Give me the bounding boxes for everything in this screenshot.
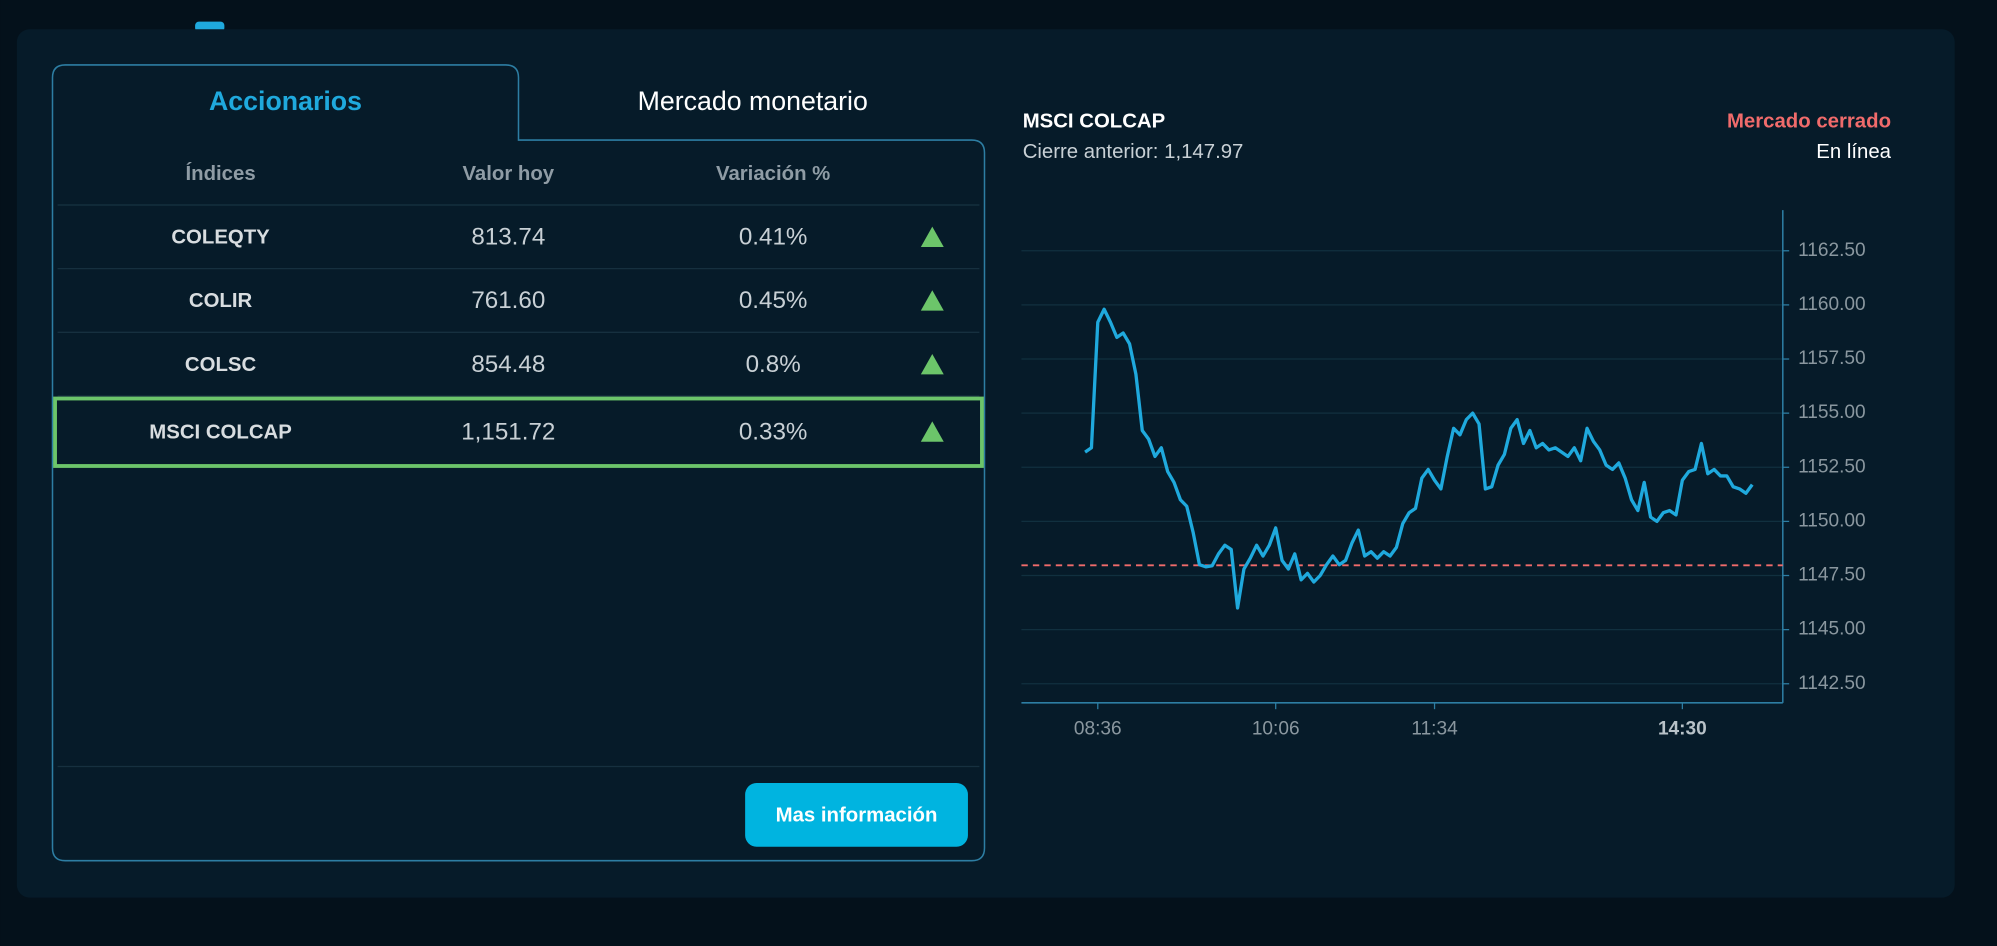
button-label[interactable]: Mas información: [776, 805, 938, 827]
table-panel: [51, 64, 986, 862]
cell: 0.45%: [739, 287, 808, 314]
column-header: Índices: [185, 162, 255, 185]
y-tick-label: 1142.50: [1798, 673, 1866, 694]
more-info-button[interactable]: [745, 783, 968, 847]
y-tick-label: 1162.50: [1798, 240, 1866, 261]
column-header: Valor hoy: [462, 163, 554, 185]
index-name: COLSC: [185, 354, 257, 376]
cell: 1,151.72: [461, 418, 555, 445]
up-arrow: [920, 353, 944, 375]
up-arrow: [920, 421, 944, 442]
cell: 813.74: [471, 223, 545, 250]
cell: 0.8%: [746, 351, 801, 378]
x-tick-label: 08:36: [1074, 719, 1122, 740]
y-tick-label: 1145.00: [1798, 619, 1866, 640]
price-line: [1084, 307, 1754, 610]
index-name: COLIR: [189, 290, 253, 312]
cell: 761.60: [471, 287, 545, 314]
up-arrow: [920, 226, 944, 248]
index-name: COLEQTY: [171, 226, 270, 248]
card: [16, 29, 1955, 898]
cell: 0.33%: [739, 418, 808, 445]
y-tick-label: 1152.50: [1798, 456, 1866, 477]
chart-subtitle: Cierre anterior: 1,147.97: [1023, 141, 1244, 163]
x-tick-label: 10:06: [1252, 719, 1300, 740]
cell: 0.41%: [739, 223, 808, 250]
row-highlight: [53, 396, 984, 468]
y-tick-label: 1147.50: [1798, 565, 1866, 586]
tab[interactable]: Mercado monetario: [638, 86, 868, 116]
x-tick-label: 11:34: [1411, 719, 1458, 740]
chart-title: MSCI COLCAP: [1023, 111, 1166, 133]
y-tick-label: 1155.00: [1798, 402, 1866, 423]
y-tick-label: 1157.50: [1798, 348, 1866, 369]
market-status: Mercado cerrado: [1727, 111, 1891, 133]
y-tick-label: 1160.00: [1798, 294, 1866, 315]
chart: 1142.50 1145.00 1147.50 1150.00 1152.50 1155.…: [1021, 210, 1866, 740]
index-name: MSCI COLCAP: [149, 421, 292, 443]
up-arrow: [920, 290, 944, 311]
tab-active[interactable]: Accionarios: [209, 86, 362, 116]
y-tick-label: 1150.00: [1798, 510, 1866, 531]
table-rows: COLEQTY 813.74 0.41% COLIR 761.60 0.45% COLSC 8…: [53, 204, 984, 468]
cell: 854.48: [471, 351, 545, 378]
column-header: Variación %: [716, 163, 830, 185]
connection-status: En línea: [1816, 141, 1891, 163]
x-tick-label: 14:30: [1658, 719, 1707, 740]
